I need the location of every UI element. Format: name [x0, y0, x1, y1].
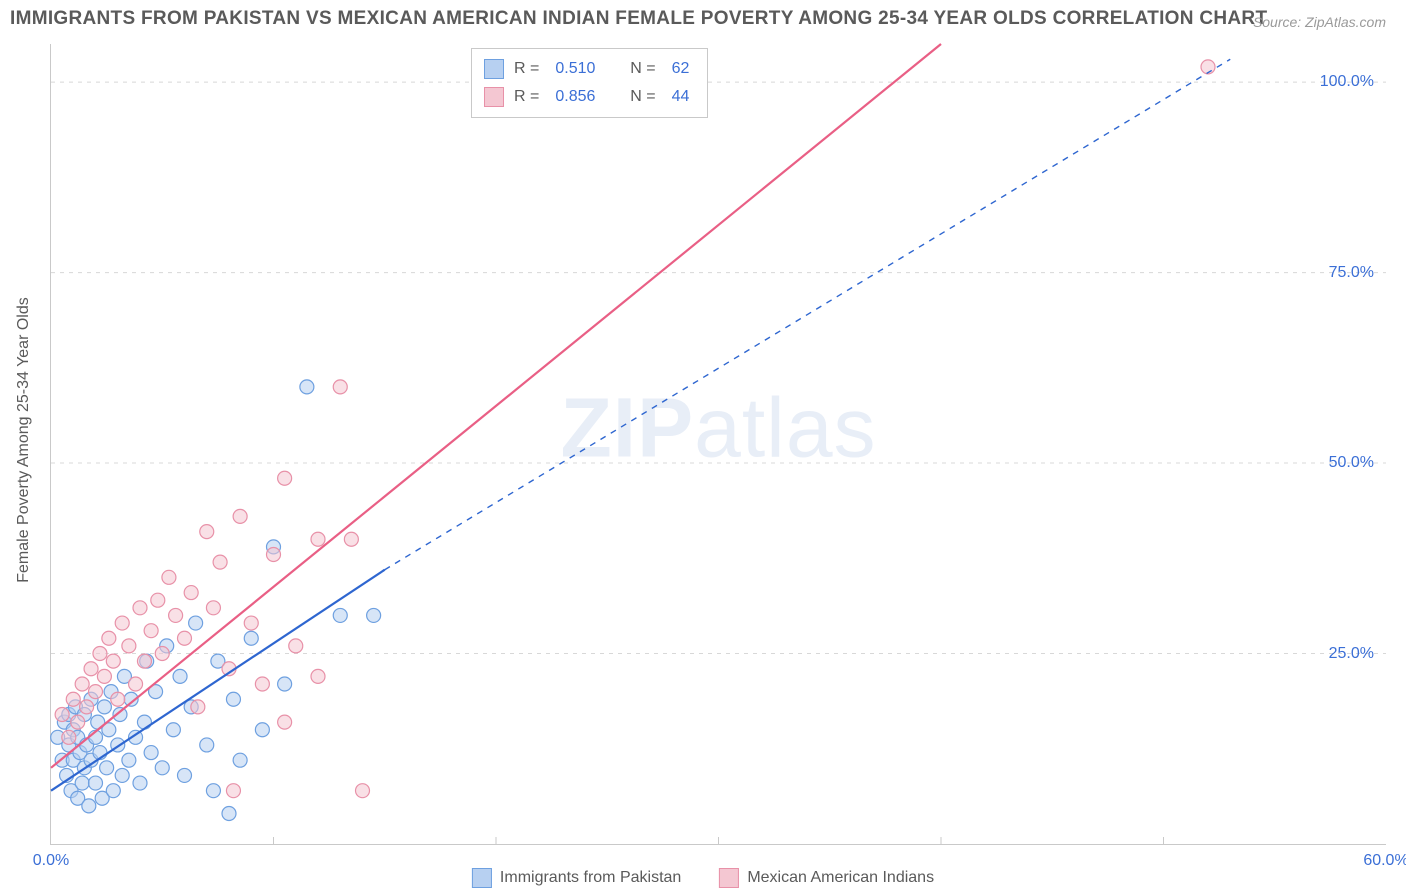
y-tick-label: 25.0% [1329, 645, 1374, 663]
r-label: R = [514, 88, 539, 106]
bottom-legend-item-a: Immigrants from Pakistan [472, 868, 681, 888]
r-value-a: 0.510 [555, 60, 595, 78]
plot-area: ZIPatlas 25.0%50.0%75.0%100.0% 0.0%60.0%… [50, 44, 1386, 845]
bottom-legend-label-a: Immigrants from Pakistan [500, 869, 681, 887]
legend-row-b: R = 0.856 N = 44 [484, 83, 695, 111]
n-label: N = [630, 88, 655, 106]
source-label: Source: ZipAtlas.com [1253, 14, 1386, 30]
r-label: R = [514, 60, 539, 78]
x-tick-label: 60.0% [1363, 852, 1406, 870]
x-tick-label: 0.0% [33, 852, 69, 870]
r-value-b: 0.856 [555, 88, 595, 106]
y-tick-label: 100.0% [1320, 73, 1374, 91]
n-value-b: 44 [672, 88, 690, 106]
y-tick-label: 75.0% [1329, 264, 1374, 282]
chart-svg [51, 44, 1386, 844]
legend-row-a: R = 0.510 N = 62 [484, 55, 695, 83]
y-tick-label: 50.0% [1329, 454, 1374, 472]
bottom-legend: Immigrants from Pakistan Mexican America… [472, 868, 934, 888]
chart-title: IMMIGRANTS FROM PAKISTAN VS MEXICAN AMER… [10, 8, 1267, 30]
bottom-legend-item-b: Mexican American Indians [719, 868, 934, 888]
y-axis-label: Female Poverty Among 25-34 Year Olds [15, 297, 33, 583]
swatch-a2-icon [472, 868, 492, 888]
swatch-b-icon [484, 87, 504, 107]
n-value-a: 62 [672, 60, 690, 78]
swatch-b2-icon [719, 868, 739, 888]
n-label: N = [630, 60, 655, 78]
bottom-legend-label-b: Mexican American Indians [747, 869, 934, 887]
top-legend: R = 0.510 N = 62 R = 0.856 N = 44 [471, 48, 708, 118]
swatch-a-icon [484, 59, 504, 79]
